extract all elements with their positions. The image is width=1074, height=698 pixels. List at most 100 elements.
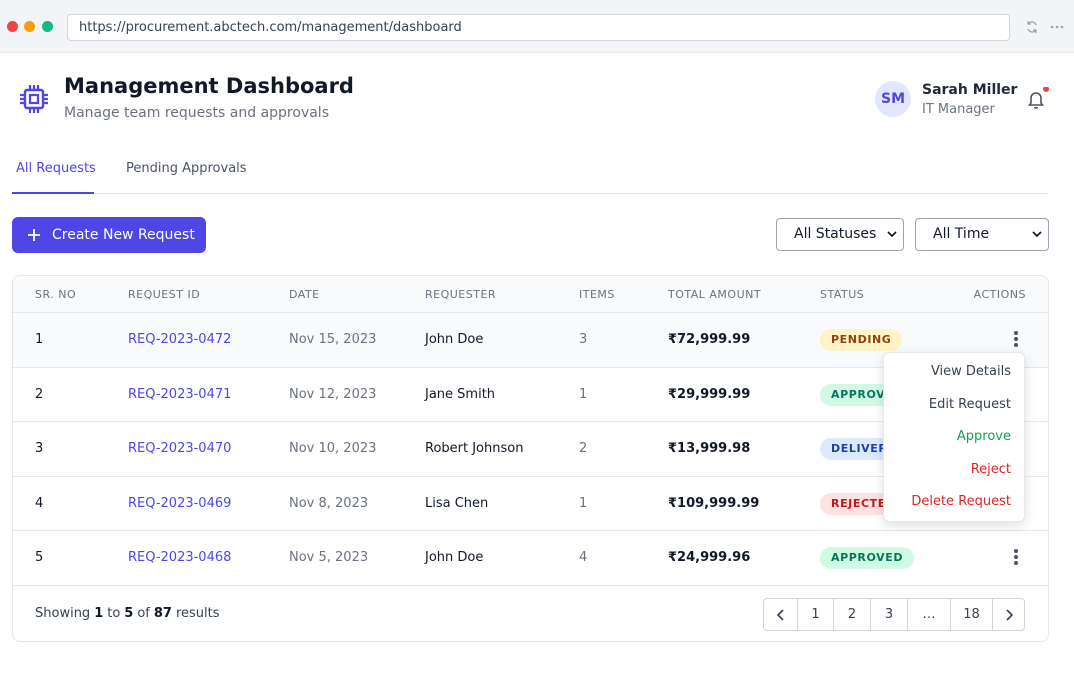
column-header: DATE (289, 288, 320, 301)
menu-item[interactable]: Approve (956, 429, 1011, 444)
cell: 3 (579, 332, 588, 347)
status-badge: PENDING (820, 329, 903, 351)
cell: 2 (35, 386, 44, 402)
summary-part: 5 (124, 606, 134, 621)
cell: John Doe (425, 332, 484, 347)
user-name: Sarah Miller (922, 82, 1018, 98)
request-link[interactable]: REQ-2023-0471 (128, 386, 232, 402)
request-link[interactable]: REQ-2023-0469 (128, 495, 232, 511)
request-link[interactable]: REQ-2023-0468 (128, 550, 232, 566)
time-filter[interactable]: All Time (915, 218, 1049, 251)
page-subtitle: Manage team requests and approvals (64, 105, 329, 121)
request-link[interactable]: REQ-2023-0470 (128, 441, 232, 457)
page-button[interactable]: … (907, 598, 951, 631)
page-button[interactable]: 1 (797, 598, 834, 631)
table-row: 5 REQ-2023-0468 Nov 5, 2023 John Doe 4 ₹24,99… (13, 530, 1048, 585)
request-link[interactable]: REQ-2023-0472 (128, 332, 232, 347)
reload-icon[interactable] (1025, 20, 1039, 34)
column-header: ACTIONS (973, 288, 1026, 301)
menu-item[interactable]: Edit Request (928, 396, 1011, 412)
page-prev[interactable] (763, 598, 798, 631)
kebab-dot (1014, 555, 1018, 560)
cell: 1 (579, 495, 588, 511)
chevron-right (1005, 609, 1013, 621)
column-header: TOTAL AMOUNT (668, 288, 762, 301)
cell: 3 (35, 441, 44, 457)
column-header: REQUEST ID (128, 288, 201, 301)
status-badge: APPROVED (820, 547, 915, 570)
cell: 2 (579, 441, 588, 457)
notification-bell[interactable] (1025, 87, 1049, 111)
menu-item[interactable]: Delete Request (911, 494, 1011, 509)
cell: ₹24,999.96 (668, 550, 751, 566)
table-header: SR. NO REQUEST ID DATE REQUESTER ITEMS TOTAL … (13, 276, 1048, 313)
tab[interactable]: Pending Approvals (126, 161, 247, 176)
create-request-button[interactable]: Create New Request (12, 217, 206, 253)
cell: ₹13,999.98 (668, 441, 751, 457)
tab-divider (12, 193, 1049, 194)
tab-indicator (12, 192, 94, 194)
window-maximize[interactable] (42, 21, 53, 32)
select-label: All Time (933, 226, 990, 242)
cell: ₹29,999.99 (668, 386, 751, 402)
more-icon[interactable] (1050, 20, 1064, 34)
column-header: STATUS (820, 288, 865, 301)
cell: 1 (35, 332, 44, 347)
summary-part: Showing (35, 606, 91, 621)
cell: John Doe (425, 550, 484, 566)
kebab-dot (1014, 331, 1018, 335)
status-filter[interactable]: All Statuses (776, 218, 904, 251)
select-label: All Statuses (794, 226, 877, 242)
button-label: Create New Request (52, 227, 195, 243)
actions-kebab[interactable] (1012, 548, 1020, 566)
cell: Nov 12, 2023 (289, 386, 377, 402)
cell: 5 (35, 550, 44, 566)
results-summary: Showing 1 to 5 of 87 results (35, 606, 220, 621)
page-button[interactable]: 3 (870, 598, 908, 631)
menu-item[interactable]: View Details (930, 364, 1011, 379)
menu-item[interactable]: Reject (970, 461, 1011, 477)
column-header: REQUESTER (425, 288, 497, 301)
kebab-dot (1014, 343, 1018, 347)
browser-bar: https://procurement.abctech.com/manageme… (0, 0, 1074, 53)
user-avatar[interactable]: SM (875, 81, 911, 117)
actions-kebab[interactable] (1012, 330, 1020, 348)
table-footer: Showing 1 to 5 of 87 results (13, 585, 1048, 641)
kebab-dot (1014, 549, 1018, 554)
user-role: IT Manager (922, 102, 995, 117)
table-row: 1 REQ-2023-0472 Nov 15, 2023 John Doe 3 ₹72,9… (13, 312, 1048, 367)
window-minimize[interactable] (24, 21, 35, 32)
tab-active[interactable]: All Requests (16, 161, 96, 176)
window-close[interactable] (7, 21, 18, 32)
cell: 4 (579, 550, 588, 566)
page-next[interactable] (992, 598, 1025, 631)
cell: 4 (35, 495, 44, 511)
cell: 1 (579, 386, 588, 402)
page-button[interactable]: 18 (950, 598, 993, 631)
summary-part: to (107, 606, 121, 621)
cell: Nov 10, 2023 (289, 441, 377, 457)
chevron-left (776, 609, 784, 621)
chevron (887, 231, 897, 238)
summary-part: of (137, 606, 150, 621)
cell: Robert Johnson (425, 441, 524, 457)
logo-icon (20, 85, 48, 113)
cell: ₹109,999.99 (668, 495, 760, 511)
chevron (1032, 231, 1042, 238)
url-bar[interactable]: https://procurement.abctech.com/manageme… (67, 14, 1010, 41)
actions-menu: View Details Edit Request Approve Reject Del… (883, 352, 1025, 522)
summary-part: 87 (153, 606, 172, 621)
cell: Lisa Chen (425, 495, 489, 511)
kebab-dot (1014, 561, 1018, 566)
cell: ₹72,999.99 (668, 332, 751, 347)
cell: Nov 15, 2023 (289, 332, 377, 347)
cell: Jane Smith (425, 386, 496, 402)
summary-part: 1 (94, 606, 104, 621)
column-header: SR. NO (35, 288, 77, 301)
summary-part: results (175, 606, 220, 621)
cell: Nov 8, 2023 (289, 495, 369, 511)
kebab-dot (1014, 337, 1018, 341)
page-button[interactable]: 2 (833, 598, 871, 631)
